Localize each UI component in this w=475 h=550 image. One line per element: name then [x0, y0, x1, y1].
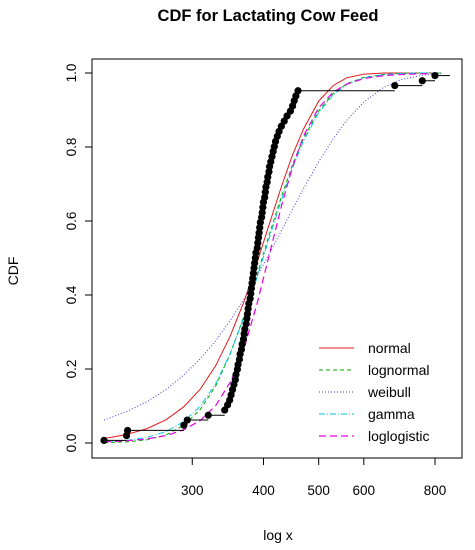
y-axis-label: CDF [5, 257, 21, 286]
empirical-point [294, 87, 302, 95]
empirical-point [183, 416, 191, 424]
x-axis-label: log x [263, 527, 293, 543]
x-axis: 300 400 500 600 800 [181, 458, 446, 498]
y-tick-label: 0.4 [64, 285, 79, 304]
series-line-loglogistic [103, 72, 442, 443]
y-tick-label: 0.6 [64, 212, 79, 231]
series-line-gamma [103, 72, 442, 443]
empirical-point [418, 77, 426, 85]
x-tick-label: 800 [424, 483, 447, 498]
legend-label-normal: normal [368, 340, 411, 356]
y-tick-label: 1.0 [64, 64, 79, 83]
legend-label-loglogistic: loglogistic [368, 428, 429, 444]
empirical-point [180, 421, 188, 429]
x-tick-label: 600 [353, 483, 376, 498]
empirical-point [431, 71, 439, 80]
empirical-point [123, 426, 132, 435]
y-tick-label: 0.2 [64, 360, 79, 379]
chart-title: CDF for Lactating Cow Feed [158, 7, 379, 25]
x-tick-label: 500 [307, 483, 330, 498]
series-line-weibull [103, 72, 442, 421]
legend-label-lognormal: lognormal [368, 362, 429, 378]
empirical-point [391, 81, 399, 90]
x-tick-label: 300 [181, 483, 204, 498]
y-tick-label: 0.0 [64, 434, 79, 453]
legend-label-weibull: weibull [367, 384, 411, 400]
series-line-normal [103, 72, 442, 440]
empirical-point [204, 411, 212, 419]
y-axis: 0.0 0.2 0.4 0.6 0.8 1.0 [64, 64, 92, 453]
empirical-point [100, 436, 108, 445]
legend: normal lognormal weibull gamma loglogistic [319, 340, 429, 444]
plot-area: 0.0 0.2 0.4 0.6 0.8 1.0 300 400 500 600 800 normal l… [64, 58, 463, 498]
empirical-points [100, 71, 439, 445]
y-tick-label: 0.8 [64, 138, 79, 157]
x-tick-label: 400 [252, 483, 275, 498]
plot-box [91, 58, 463, 459]
legend-label-gamma: gamma [368, 406, 415, 422]
